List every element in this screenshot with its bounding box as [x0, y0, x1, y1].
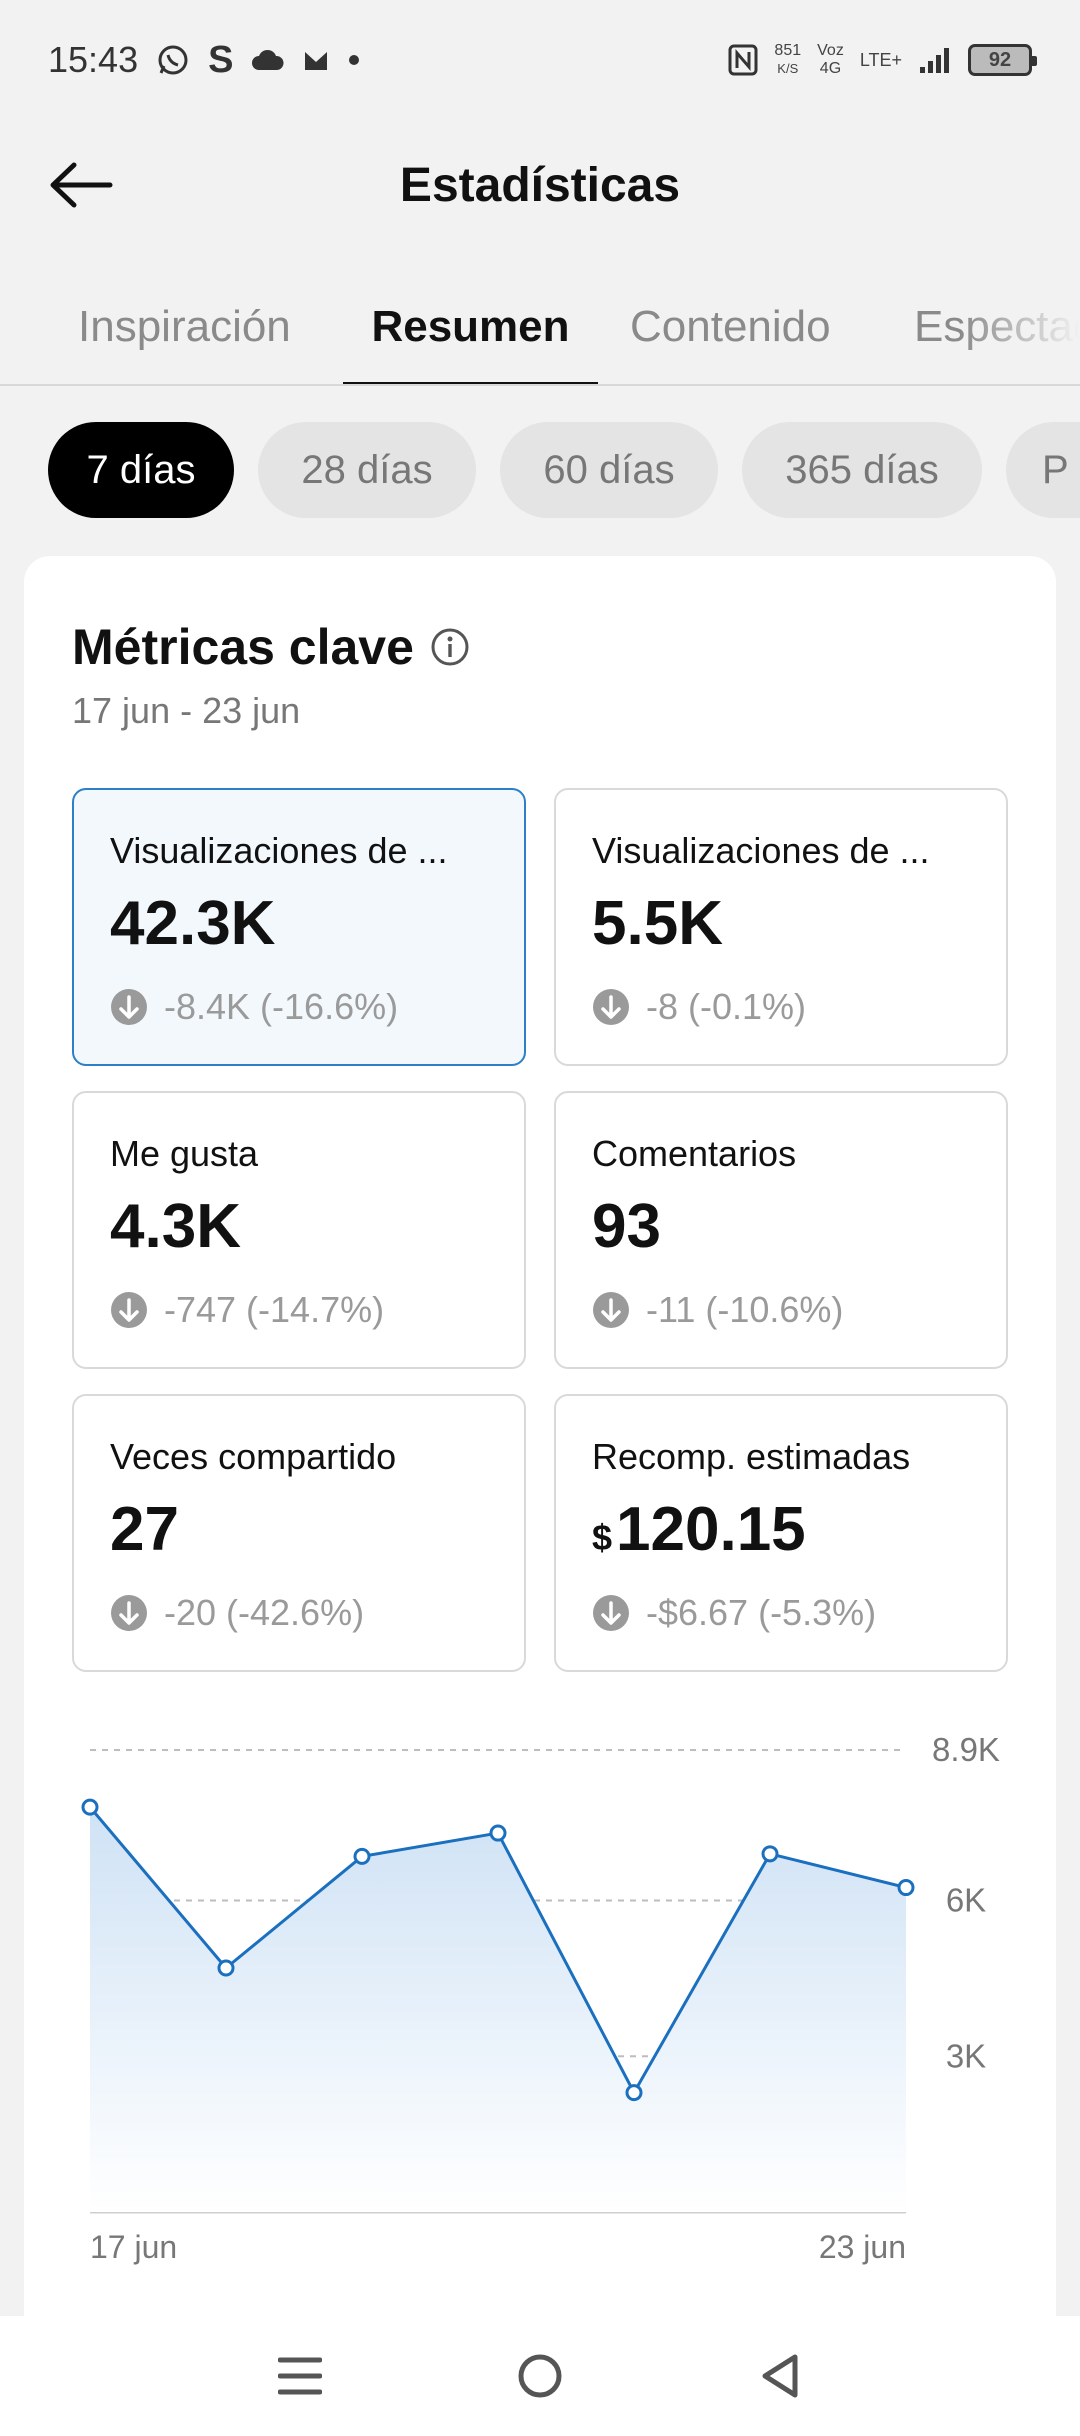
chart-area [90, 1807, 906, 2212]
down-arrow-icon [110, 988, 148, 1026]
down-arrow-icon [592, 988, 630, 1026]
status-time: 15:43 [48, 39, 139, 80]
home-icon [518, 2354, 562, 2398]
metric-change: -8 (-0.1%) [592, 986, 806, 1028]
dot-icon [347, 53, 361, 67]
period-60-days[interactable]: 60 días [500, 422, 718, 518]
date-range: 17 jun - 23 jun [72, 690, 301, 731]
s-app-icon: S [208, 38, 234, 81]
back-icon [762, 2354, 798, 2398]
network-speed: 851 K/S [774, 42, 802, 76]
header: Estadísticas [0, 130, 1080, 240]
nav-menu-button[interactable] [260, 2336, 340, 2416]
cloud-icon [251, 48, 285, 72]
nav-back-button[interactable] [740, 2336, 820, 2416]
metric-label: Visualizaciones de ... [592, 830, 930, 871]
y-tick-label: 3K [946, 2037, 986, 2074]
data-point [489, 1824, 507, 1842]
metric-change: -20 (-42.6%) [110, 1592, 364, 1634]
nav-home-button[interactable] [500, 2336, 580, 2416]
battery-level: 92 [988, 48, 1012, 71]
period-365-days[interactable]: 365 días [742, 422, 982, 518]
metric-tile-comments[interactable]: Comentarios 93 -11 (-10.6%) [554, 1091, 1008, 1369]
chart-svg: 8.9K 6K 3K 17 jun 23 jun [81, 1731, 1000, 2265]
metric-change: -11 (-10.6%) [592, 1289, 843, 1331]
period-7-days[interactable]: 7 días [48, 422, 234, 518]
tab-contenido[interactable]: Contenido [630, 302, 831, 351]
down-arrow-icon [592, 1594, 630, 1632]
data-point [353, 1847, 371, 1865]
lte-label: LTE+ [859, 49, 902, 70]
data-point [761, 1845, 779, 1863]
period-28-days[interactable]: 28 días [258, 422, 476, 518]
network-type: Voz 4G [817, 42, 844, 77]
tab-resumen[interactable]: Resumen [343, 268, 598, 384]
metric-tile-profile-views[interactable]: Visualizaciones de ... 5.5K -8 (-0.1%) [554, 788, 1008, 1066]
metric-tile-views[interactable]: Visualizaciones de ... 42.3K -8.4K (-16.… [72, 788, 526, 1066]
metric-value: 93 [592, 1192, 661, 1261]
card-title-row: Métricas clave [72, 618, 470, 676]
system-nav-bar [0, 2316, 1080, 2436]
back-arrow-icon [50, 162, 113, 208]
whatsapp-icon [156, 43, 190, 77]
y-tick-label: 8.9K [932, 1731, 1000, 1768]
data-point [81, 1798, 99, 1816]
tab-bar: Inspiración Resumen Contenido Espectador… [0, 268, 1080, 386]
down-arrow-icon [110, 1291, 148, 1329]
back-button[interactable] [48, 160, 118, 210]
metric-label: Veces compartido [110, 1436, 397, 1477]
status-bar: 15:43 S 851 K/S Voz 4G LTE+ 9 [0, 0, 1080, 120]
metric-label: Comentarios [592, 1133, 797, 1174]
metric-tile-shares[interactable]: Veces compartido 27 -20 (-42.6%) [72, 1394, 526, 1672]
info-icon[interactable] [430, 627, 470, 667]
m-app-icon [303, 48, 329, 72]
metric-value: 4.3K [110, 1192, 241, 1261]
metric-value: 5.5K [592, 889, 723, 958]
metric-change: -747 (-14.7%) [110, 1289, 384, 1331]
views-chart[interactable]: 8.9K 6K 3K 17 jun 23 jun [24, 1706, 1056, 2266]
metric-label: Visualizaciones de ... [110, 830, 448, 871]
y-tick-label: 6K [946, 1882, 986, 1919]
x-tick-label: 23 jun [819, 2229, 906, 2265]
data-point [625, 2084, 643, 2102]
metric-value: $ 120.15 [592, 1495, 806, 1564]
period-selector: 7 días 28 días 60 días 365 días P [0, 422, 1080, 518]
card-title: Métricas clave [72, 619, 414, 675]
metric-change: -8.4K (-16.6%) [110, 986, 398, 1028]
nfc-icon [728, 44, 758, 76]
page-title: Estadísticas [399, 158, 681, 212]
metric-change: -$6.67 (-5.3%) [592, 1592, 876, 1634]
x-tick-label: 17 jun [90, 2229, 177, 2265]
period-custom[interactable]: P [1006, 422, 1080, 518]
metric-label: Recomp. estimadas [592, 1436, 911, 1477]
metric-value: 42.3K [110, 889, 276, 958]
currency-symbol: $ [592, 1517, 613, 1558]
tab-fade [960, 268, 1080, 384]
menu-icon [278, 2357, 322, 2395]
signal-icon [918, 45, 952, 75]
metric-tile-likes[interactable]: Me gusta 4.3K -747 (-14.7%) [72, 1091, 526, 1369]
down-arrow-icon [110, 1594, 148, 1632]
metric-value: 27 [110, 1495, 179, 1564]
metric-tile-rewards[interactable]: Recomp. estimadas $ 120.15 -$6.67 (-5.3%… [554, 1394, 1008, 1672]
metric-label: Me gusta [110, 1133, 259, 1174]
key-metrics-card: Métricas clave 17 jun - 23 jun Visualiza… [24, 556, 1056, 2436]
battery-icon: 92 [968, 44, 1037, 76]
down-arrow-icon [592, 1291, 630, 1329]
data-point [897, 1879, 915, 1897]
tab-inspiracion[interactable]: Inspiración [78, 302, 291, 351]
data-point [217, 1959, 235, 1977]
